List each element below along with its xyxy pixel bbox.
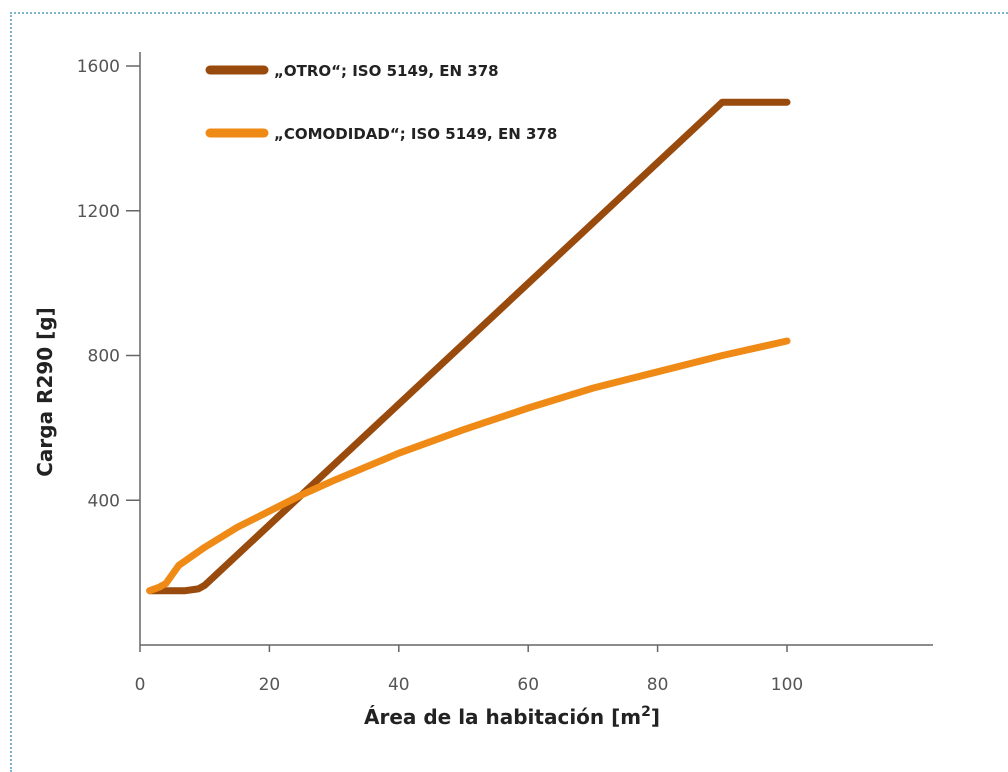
x-tick-label: 0 [135,675,146,695]
x-tick-label: 40 [388,675,410,695]
x-tick-label: 80 [647,675,669,695]
y-axis-label: Carga R290 [g] [33,307,57,477]
x-axis-label: Área de la habitación [m2] [364,704,660,729]
series-line-2 [146,337,791,595]
y-tick-label: 1200 [77,202,120,222]
legend-label-1: „OTRO“; ISO 5149, EN 378 [274,62,499,80]
ticks: 0 20 40 60 80 100 400 800 1200 1600 [77,57,803,695]
legend: „OTRO“; ISO 5149, EN 378 „COMODIDAD“; ISO… [205,62,557,143]
x-tick-label: 60 [517,675,539,695]
chart-frame [10,12,1008,772]
line-chart: 0 20 40 60 80 100 400 800 1200 1600 „OTRO“; ISO 5… [33,52,933,729]
axes [139,52,933,646]
y-tick-label: 1600 [77,57,120,77]
x-tick-label: 20 [259,675,281,695]
series-lines [146,98,791,595]
series-line-1 [146,98,791,595]
legend-label-2: „COMODIDAD“; ISO 5149, EN 378 [274,125,557,143]
x-axis-label-superscript: 2 [641,704,651,720]
y-tick-label: 400 [88,491,120,511]
x-axis-label-end: ] [651,705,660,729]
x-axis-label-main: Área de la habitación [m [364,705,641,729]
x-tick-label: 100 [771,675,803,695]
y-tick-label: 800 [88,347,120,367]
